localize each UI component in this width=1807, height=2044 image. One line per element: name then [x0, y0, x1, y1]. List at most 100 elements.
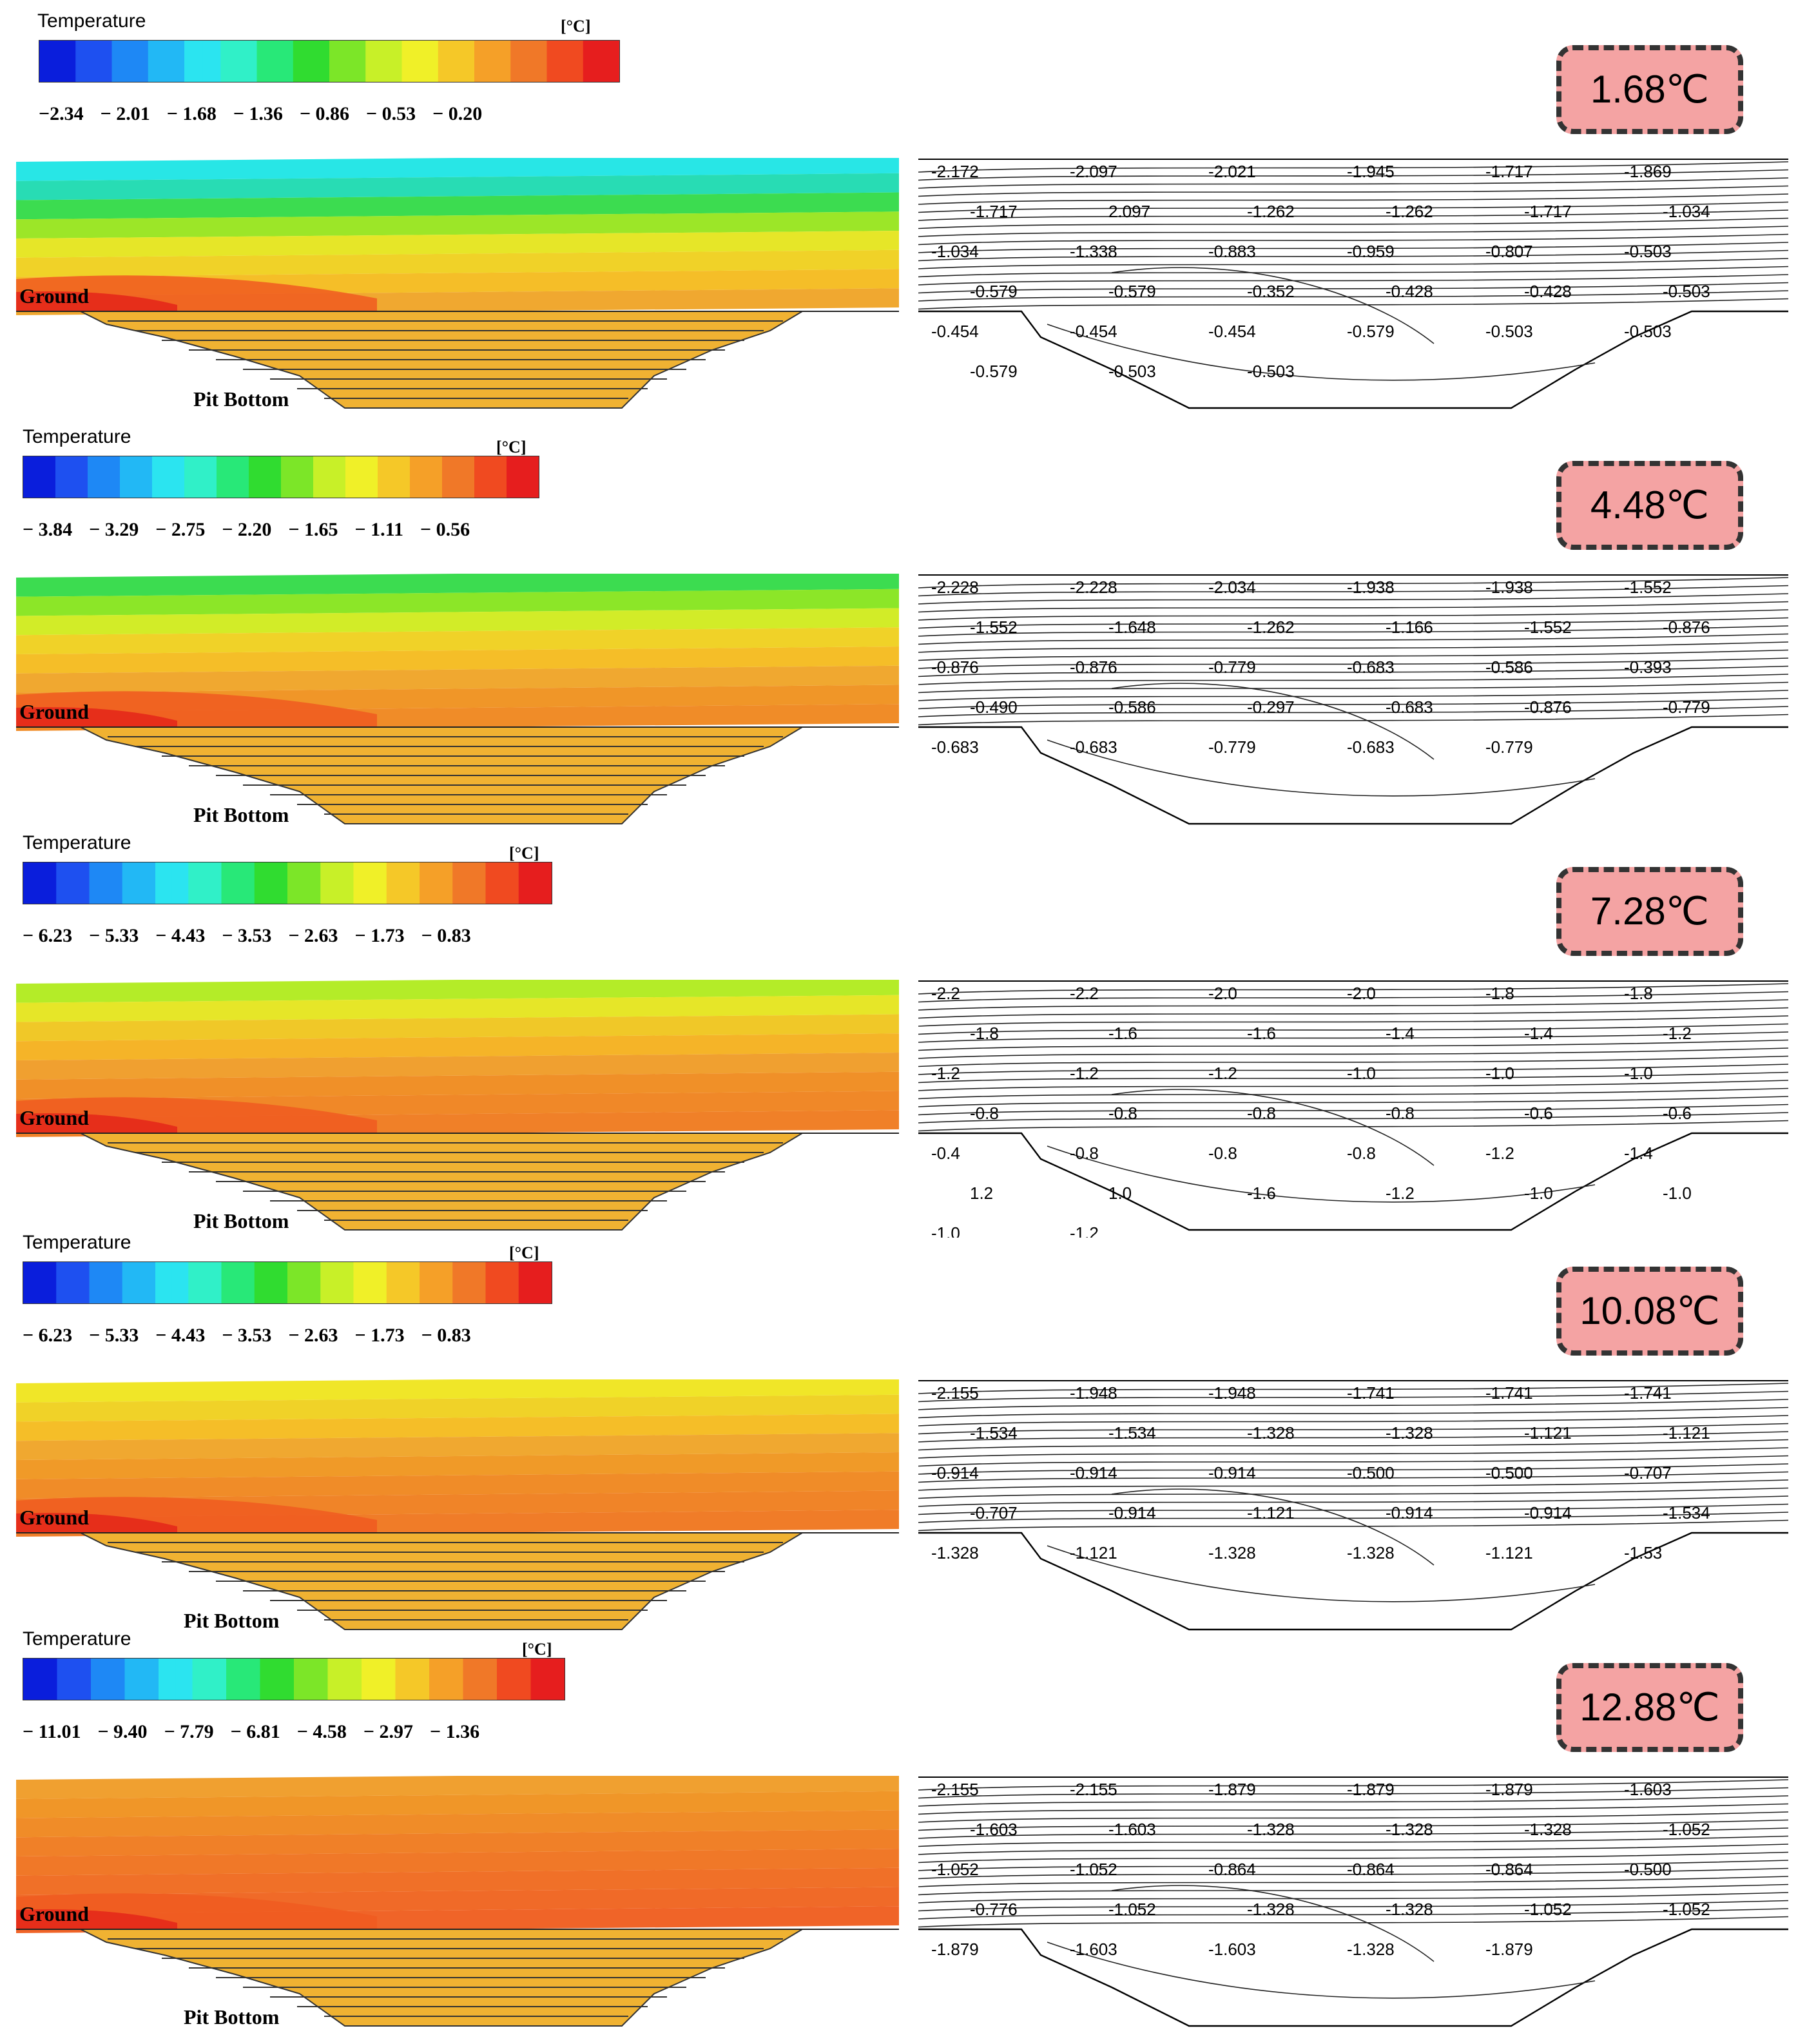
isotherm-line — [918, 1876, 1789, 1887]
contour-label: -0.683 — [1070, 737, 1117, 757]
isotherm-line — [918, 1503, 1789, 1515]
isotherm-line — [918, 1844, 1789, 1855]
colorbar-segment — [155, 1262, 173, 1303]
isotherm-line — [918, 1479, 1789, 1491]
colorbar-segment — [122, 1262, 139, 1303]
legend-unit: [°C] — [496, 438, 527, 456]
colorbar-segment — [56, 862, 73, 904]
isotherm-line — [1047, 739, 1596, 797]
isotherm-line — [918, 1080, 1789, 1091]
contour-label: -0.454 — [1070, 322, 1117, 341]
colorbar-tick-label: − 1.11 — [354, 519, 403, 540]
contour-label: -2.0 — [1347, 984, 1376, 1003]
colorbar-segment — [40, 1659, 57, 1700]
isotherm-line — [918, 641, 1789, 653]
contour-plot: -2.228 -2.228 -2.034 -1.938 -1.938 -1.552 -1.5… — [918, 574, 1789, 835]
contour-label: -2.228 — [1070, 578, 1117, 597]
colorbar-segment — [528, 41, 547, 82]
colorbar-segment — [436, 862, 453, 904]
temperature-band — [16, 1071, 899, 1099]
colorbar-segment — [73, 1659, 92, 1700]
colorbar-segment — [547, 1659, 565, 1700]
contour-label: -0.779 — [1208, 737, 1256, 757]
colorbar-segment — [72, 862, 90, 904]
contour-label: -0.864 — [1208, 1860, 1256, 1879]
colorbar-segment — [39, 41, 58, 82]
temperature-field — [16, 570, 912, 828]
colorbar-segment — [265, 456, 282, 498]
colorbar-tick-label: − 2.63 — [288, 1325, 338, 1346]
colorbar-tick-label: −2.34 — [39, 103, 84, 124]
colorbar-segment — [370, 1262, 387, 1303]
isotherm-line — [918, 1399, 1789, 1410]
colorbar — [23, 1261, 552, 1304]
legend-title: Temperature — [23, 832, 131, 853]
contour-label: -1.052 — [1663, 1820, 1710, 1839]
colorbar-segment — [254, 862, 271, 904]
contour-label: -1.262 — [1247, 618, 1295, 637]
isotherm-line — [918, 1423, 1789, 1435]
temperature-band — [16, 211, 899, 238]
contour-label: -1.166 — [1386, 618, 1433, 637]
isotherm-line — [918, 1455, 1789, 1467]
legend-unit: [°C] — [522, 1640, 552, 1659]
isotherm-line — [1111, 1089, 1435, 1166]
colorbar-segment — [420, 41, 439, 82]
isotherm-line — [918, 1819, 1789, 1831]
legend-title: Temperature — [23, 426, 131, 447]
contour-label: -1.121 — [1663, 1423, 1710, 1443]
colorbar-segment — [304, 862, 321, 904]
temperature-band — [16, 154, 899, 181]
colorbar-segment — [221, 1262, 238, 1303]
colorbar-tick-label: − 6.81 — [230, 1721, 280, 1742]
colorbar-segment — [209, 1659, 227, 1700]
legend-title: Temperature — [23, 1628, 131, 1650]
isotherm-line — [918, 1916, 1789, 1928]
colorbar-tick-label: − 11.01 — [23, 1721, 81, 1742]
temperature-field — [16, 1376, 912, 1634]
colorbar-segment — [171, 1262, 189, 1303]
contour-label: -1.948 — [1208, 1383, 1256, 1403]
isotherm-line — [918, 1900, 1789, 1912]
colorbar-segment — [370, 862, 387, 904]
contour-label: -0.8 — [1347, 1144, 1376, 1163]
colorbar-segment — [365, 41, 384, 82]
hot-zone — [16, 1113, 177, 1133]
contour-label: -1.328 — [1247, 1423, 1295, 1443]
colorbar-segment — [463, 1659, 481, 1700]
hot-zone — [16, 707, 177, 727]
isotherm-line — [1047, 1145, 1596, 1203]
temperature-badge: 12.88℃ — [1556, 1663, 1743, 1752]
contour-label: -1.8 — [1624, 984, 1653, 1003]
contour-label: -1.4 — [1624, 1144, 1653, 1163]
isotherm-line — [918, 1447, 1789, 1459]
contour-label: -0.579 — [1347, 322, 1395, 341]
isotherm-line — [918, 1406, 1789, 1419]
colorbar-segment — [378, 1659, 396, 1700]
colorbar-tick-label: − 4.58 — [296, 1721, 347, 1742]
contour-label: -0.454 — [931, 322, 979, 341]
colorbar-tick-label: − 2.75 — [155, 519, 206, 540]
isotherm-line — [918, 1031, 1789, 1043]
colorbar-segment — [297, 456, 314, 498]
colorbar-segment — [347, 41, 366, 82]
temperature-band — [16, 1033, 899, 1060]
contour-label: -0.428 — [1386, 282, 1433, 301]
isotherm-line — [918, 1112, 1789, 1124]
colorbar-segment — [152, 456, 169, 498]
temperature-field — [16, 1772, 912, 2030]
colorbar-segment — [474, 41, 493, 82]
contour-label: -1.262 — [1386, 202, 1433, 221]
contour-label: -1.741 — [1485, 1383, 1533, 1403]
panel-4: Temperature [°C] − 6.23− 5.33− 4.43− 3.53−… — [0, 1222, 1807, 1632]
contour-label: -0.579 — [1108, 282, 1156, 301]
colorbar-segment — [485, 862, 503, 904]
colorbar-tick-label: − 1.68 — [166, 103, 217, 124]
colorbar-segment — [383, 41, 402, 82]
colorbar-segment — [139, 862, 156, 904]
colorbar-tick-label: − 7.79 — [164, 1721, 214, 1742]
isotherm-line — [918, 657, 1789, 669]
colorbar-segment — [353, 862, 371, 904]
contour-label: -0.683 — [1347, 737, 1395, 757]
colorbar-segment — [420, 1262, 437, 1303]
